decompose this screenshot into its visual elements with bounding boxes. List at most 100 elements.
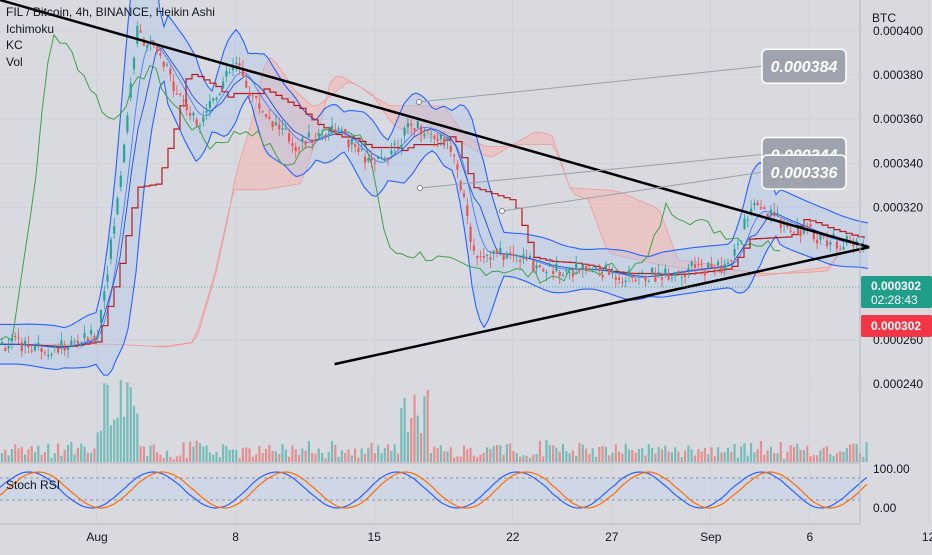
volume-bar [83,446,86,462]
volume-bar [743,443,746,462]
candle-body [4,347,7,351]
volume-bar [690,449,693,462]
symbol-title[interactable]: FIL / Bitcoin, 4h, BINANCE, Heikin Ashi [6,5,215,19]
volume-bar [528,457,532,462]
candle-body [469,226,472,242]
chart-legend: FIL / Bitcoin, 4h, BINANCE, Heikin Ashi … [6,4,215,70]
volume-bar [360,448,363,462]
volume-bar [839,451,842,462]
candle-body [0,342,4,345]
candle-body [542,269,545,272]
last-price-tag[interactable] [861,276,932,308]
candle-body [307,132,310,138]
ascending-trendline[interactable] [334,245,870,366]
candle-body [565,270,568,272]
candle-body [651,267,654,275]
volume-bar [453,457,456,462]
volume-bar [783,459,786,462]
volume-bar [799,449,802,462]
candle-body [410,123,413,126]
volume-bar [281,444,284,462]
callout-box[interactable] [761,154,847,190]
volume-bar [179,455,182,462]
price-tick-label: 0.000240 [873,377,923,391]
volume-bar [779,442,782,462]
time-axis-ticks: Aug 8 15 22 27 Sep 6 12 [86,530,932,544]
candle-body [297,148,301,150]
volume-bar [99,430,103,462]
volume-bar [624,443,627,462]
volume-bar [842,451,845,462]
candle-body [156,46,159,52]
volume-bar [248,448,251,462]
candle-body [476,255,479,259]
volume-bar [855,443,858,462]
volume-bar [443,451,446,462]
candle-body [832,234,835,237]
volume-bar [139,446,142,462]
candle-body [486,255,489,257]
volume-bar [403,397,406,462]
candle-body [684,274,687,277]
volume-bar [218,457,221,462]
candle-body [393,143,396,145]
volume-bar [14,444,17,462]
candle-body [354,144,357,147]
candle-body [802,227,805,234]
candle-body [852,244,855,247]
volume-bar [713,456,716,462]
candle-body [27,344,30,348]
volume-bar [165,450,169,462]
close-price-tag[interactable] [861,315,932,337]
indicator-ichimoku[interactable]: Ichimoku [6,21,55,36]
candle-body [654,274,657,282]
candle-body [288,133,291,142]
volume-bar [330,440,334,462]
candle-body [304,141,307,145]
volume-bar [723,452,726,462]
volume-bar [852,443,855,462]
candle-body [126,115,129,132]
candle-body [136,26,139,44]
candle-body [453,154,456,157]
volume-bar [720,452,723,462]
volume-bar [297,454,301,462]
volume-bar [225,445,228,462]
candle-body [710,263,713,268]
callout-box[interactable] [761,48,847,84]
candle-body [7,346,10,349]
candle-body [687,268,690,271]
callout-leader [501,171,763,212]
candle-body [443,137,446,146]
volume-bar [806,445,809,462]
volume-bar [608,455,611,462]
candle-body [301,138,304,142]
ichimoku-base-line [0,73,865,347]
candle-countdown: 02:28:43 [871,293,918,307]
volume-bar [634,452,637,462]
candle-body [90,330,93,335]
volume-bar [525,455,528,462]
candle-body [667,272,670,280]
descending-trendline[interactable] [0,0,870,249]
volume-bar [255,454,258,462]
volume-bar [93,448,96,462]
volume-bar [116,417,119,462]
volume-bar [363,453,367,462]
volume-bar [522,455,525,462]
candle-body [637,275,640,277]
indicator-vol[interactable]: Vol [6,54,23,69]
volume-bar [109,425,112,462]
stoch-rsi-d-line [0,471,868,509]
stoch-rsi-title[interactable]: Stoch RSI [6,478,61,492]
indicator-kc[interactable]: KC [6,38,23,52]
candle-body [614,277,617,280]
candle-body [677,270,680,274]
candle-body [809,224,812,227]
volume-bar [581,444,584,462]
volume-bar [604,446,607,462]
candle-body [641,272,644,274]
